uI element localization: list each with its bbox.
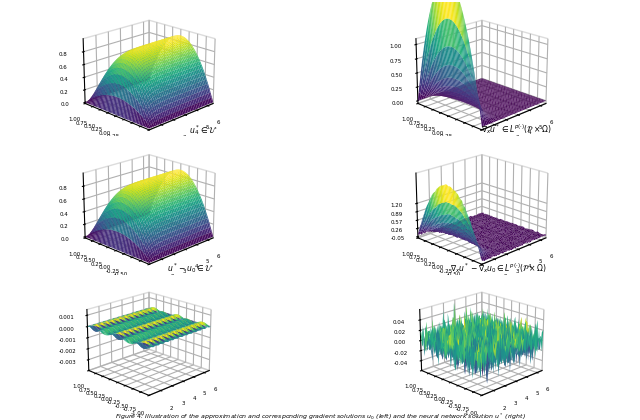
Text: $u^* \in \mathcal{U}$: $u^* \in \mathcal{U}$ bbox=[189, 123, 219, 136]
Text: $\nabla_x u^* - \nabla_x u_0 \in L^{p(\cdot)}(\mathcal{P} \times \Omega)$: $\nabla_x u^* - \nabla_x u_0 \in L^{p(\c… bbox=[451, 261, 547, 275]
Text: $u^* - u_0 \in \mathcal{U}$: $u^* - u_0 \in \mathcal{U}$ bbox=[168, 261, 214, 275]
Text: $u_0 \in \mathcal{U}$: $u_0 \in \mathcal{U}$ bbox=[191, 0, 219, 2]
Text: $\nabla_x u^* \in L^{p(\cdot)}(\mathcal{P} \times \Omega)$: $\nabla_x u^* \in L^{p(\cdot)}(\mathcal{… bbox=[481, 123, 552, 136]
Text: $\nabla_x u_0 \in L^{p(\cdot)}(\mathcal{P} \times \Omega)$: $\nabla_x u_0 \in L^{p(\cdot)}(\mathcal{… bbox=[483, 0, 552, 2]
Text: Figure 4: Illustration of the approximation and corresponding gradient solutions: Figure 4: Illustration of the approximat… bbox=[115, 412, 525, 420]
